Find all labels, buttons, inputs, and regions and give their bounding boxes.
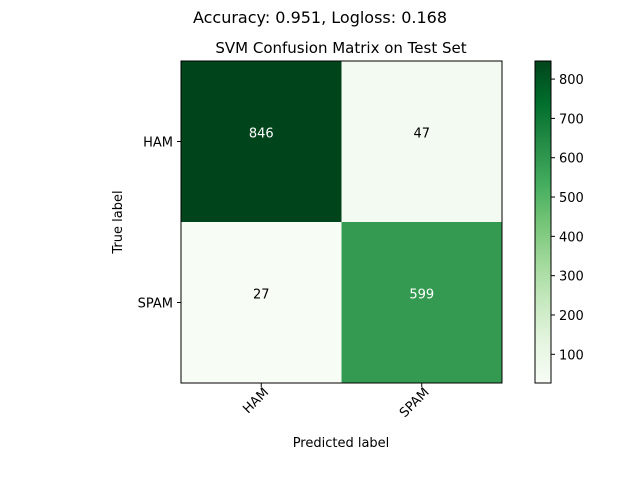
colorbar-tick-label: 300 <box>559 270 584 285</box>
colorbar-tick-label: 100 <box>559 348 584 363</box>
colorbar-tick-label: 200 <box>559 309 584 324</box>
cell-value-label: 47 <box>413 127 430 142</box>
heatmap-cell-ham-spam <box>341 61 503 223</box>
y-tick-label: SPAM <box>138 297 173 312</box>
y-tick-label: HAM <box>143 136 173 151</box>
cell-value-label: 27 <box>253 288 270 303</box>
heatmap-cell-ham-ham <box>181 61 342 223</box>
x-tick-label: HAM <box>240 385 272 417</box>
colorbar-tick-label: 400 <box>559 230 584 245</box>
colorbar-tick-label: 800 <box>559 73 584 88</box>
heatmap-cell-spam-ham <box>181 222 342 384</box>
cell-value-label: 846 <box>249 127 274 142</box>
colorbar-tick-label: 700 <box>559 112 584 127</box>
suptitle: Accuracy: 0.951, Logloss: 0.168 <box>193 8 447 27</box>
heatmap-cells: 846 47 27 599 <box>181 61 503 384</box>
colorbar-ticks: 100 200 300 400 500 600 700 800 <box>551 73 584 363</box>
colorbar-tick-label: 600 <box>559 152 584 167</box>
x-axis-label: Predicted label <box>293 436 390 451</box>
chart-title: SVM Confusion Matrix on Test Set <box>215 39 466 57</box>
colorbar <box>534 60 552 384</box>
plot-frame <box>180 60 503 384</box>
x-tick-label: SPAM <box>397 385 433 421</box>
cell-value-label: 599 <box>409 288 434 303</box>
colorbar-tick-label: 500 <box>559 191 584 206</box>
y-axis-label: True label <box>111 190 126 254</box>
heatmap-cell-spam-spam <box>341 222 503 384</box>
